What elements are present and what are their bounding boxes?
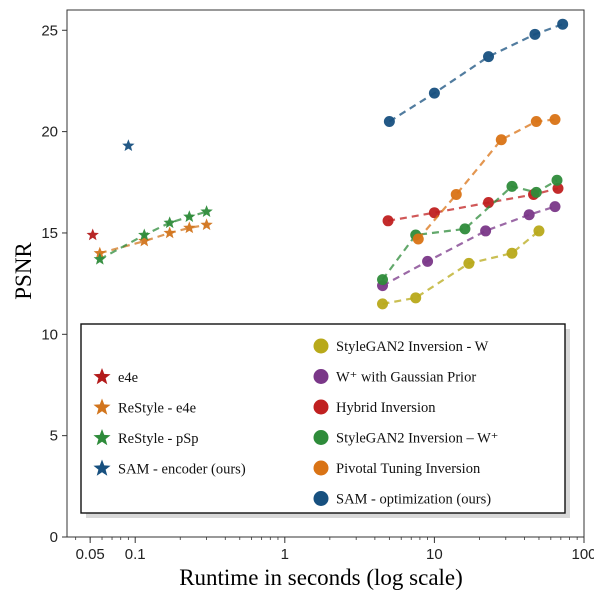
legend-label: SAM - optimization (ours) bbox=[336, 492, 491, 508]
data-point-star bbox=[93, 246, 106, 259]
series-line-5 bbox=[381, 205, 556, 287]
data-point-circle bbox=[533, 225, 545, 237]
data-point-circle bbox=[377, 274, 389, 286]
data-point-circle bbox=[428, 87, 440, 99]
series-line-4 bbox=[382, 230, 540, 305]
y-tick-label: 10 bbox=[41, 326, 58, 343]
plot-frame bbox=[66, 9, 585, 538]
legend-label: StyleGAN2 Inversion – W⁺ bbox=[336, 431, 498, 447]
legend-circle-marker bbox=[313, 399, 329, 415]
data-point-circle bbox=[459, 223, 471, 235]
legend-circle-marker bbox=[313, 430, 329, 445]
legend-star-marker bbox=[93, 459, 111, 476]
data-point-circle bbox=[377, 298, 389, 310]
data-point-circle bbox=[549, 113, 561, 125]
legend-label: StyleGAN2 Inversion - W bbox=[336, 339, 489, 355]
data-point-star bbox=[122, 139, 135, 152]
y-axis-title: PSNR bbox=[11, 242, 36, 300]
data-point-circle bbox=[549, 201, 561, 213]
data-point-circle bbox=[530, 186, 542, 198]
legend: e4e ReStyle - e4e ReStyle - pSp SAM - encod… bbox=[80, 323, 570, 518]
data-point-star bbox=[163, 226, 176, 239]
legend-star-marker bbox=[93, 429, 111, 446]
data-point-star bbox=[86, 228, 99, 241]
data-point-star bbox=[163, 216, 176, 229]
legend-label: W⁺ with Gaussian Prior bbox=[336, 370, 476, 386]
x-axis-title: Runtime in seconds (log scale) bbox=[179, 565, 463, 590]
legend-star-marker bbox=[93, 398, 111, 415]
axes: 0 5 10 15 20 25 0.05 0.1 1 10 100 bbox=[41, 9, 594, 563]
data-point-circle bbox=[557, 18, 569, 30]
legend-circle-marker bbox=[313, 369, 329, 384]
y-tick-label: 25 bbox=[41, 22, 58, 39]
legend-label: e4e bbox=[118, 370, 138, 386]
legend-label: ReStyle - e4e bbox=[118, 401, 196, 417]
legend-star-marker bbox=[93, 368, 111, 385]
legend-circle-marker bbox=[313, 338, 329, 354]
x-tick-label: 0.1 bbox=[125, 546, 146, 563]
legend-label: Hybrid Inversion bbox=[336, 400, 436, 416]
y-tick-label: 5 bbox=[50, 428, 58, 445]
data-point-circle bbox=[552, 182, 564, 194]
legend-circle-marker bbox=[313, 491, 329, 506]
data-point-star bbox=[183, 221, 196, 234]
y-tick-label: 0 bbox=[50, 529, 58, 546]
data-point-circle bbox=[483, 197, 495, 209]
data-point-star bbox=[200, 205, 213, 217]
data-point-circle bbox=[450, 188, 462, 200]
legend-label: Pivotal Tuning Inversion bbox=[336, 461, 481, 477]
data-point-circle bbox=[422, 255, 434, 267]
data-point-circle bbox=[506, 247, 518, 259]
x-tick-label: 0.05 bbox=[76, 546, 105, 563]
legend-label: ReStyle - pSp bbox=[118, 431, 199, 447]
legend-box bbox=[80, 323, 566, 514]
data-point-circle bbox=[529, 28, 541, 40]
data-point-circle bbox=[551, 174, 563, 186]
y-tick-label: 20 bbox=[41, 124, 58, 141]
x-tick-label: 1 bbox=[281, 546, 289, 563]
data-point-circle bbox=[530, 115, 542, 127]
y-tick-label: 15 bbox=[41, 225, 58, 242]
data-point-circle bbox=[463, 257, 475, 269]
data-point-circle bbox=[410, 292, 422, 304]
data-point-star bbox=[183, 210, 196, 222]
data-point-star bbox=[138, 234, 151, 247]
data-point-circle bbox=[506, 180, 518, 192]
data-point-star bbox=[93, 252, 106, 265]
data-point-circle bbox=[412, 233, 424, 245]
data-point-circle bbox=[383, 115, 395, 127]
data-point-star bbox=[138, 228, 151, 241]
x-tick-label: 10 bbox=[426, 546, 443, 563]
data-point-star bbox=[200, 218, 213, 231]
data-point-circle bbox=[523, 209, 535, 221]
legend-circle-marker bbox=[313, 460, 329, 476]
data-point-circle bbox=[382, 215, 394, 227]
legend-label: SAM - encoder (ours) bbox=[118, 462, 246, 478]
data-point-circle bbox=[480, 225, 492, 237]
series-layer bbox=[86, 18, 569, 310]
data-point-circle bbox=[495, 134, 507, 146]
data-point-circle bbox=[483, 51, 495, 63]
x-tick-label: 100 bbox=[571, 546, 594, 563]
series-line-8 bbox=[417, 118, 556, 240]
